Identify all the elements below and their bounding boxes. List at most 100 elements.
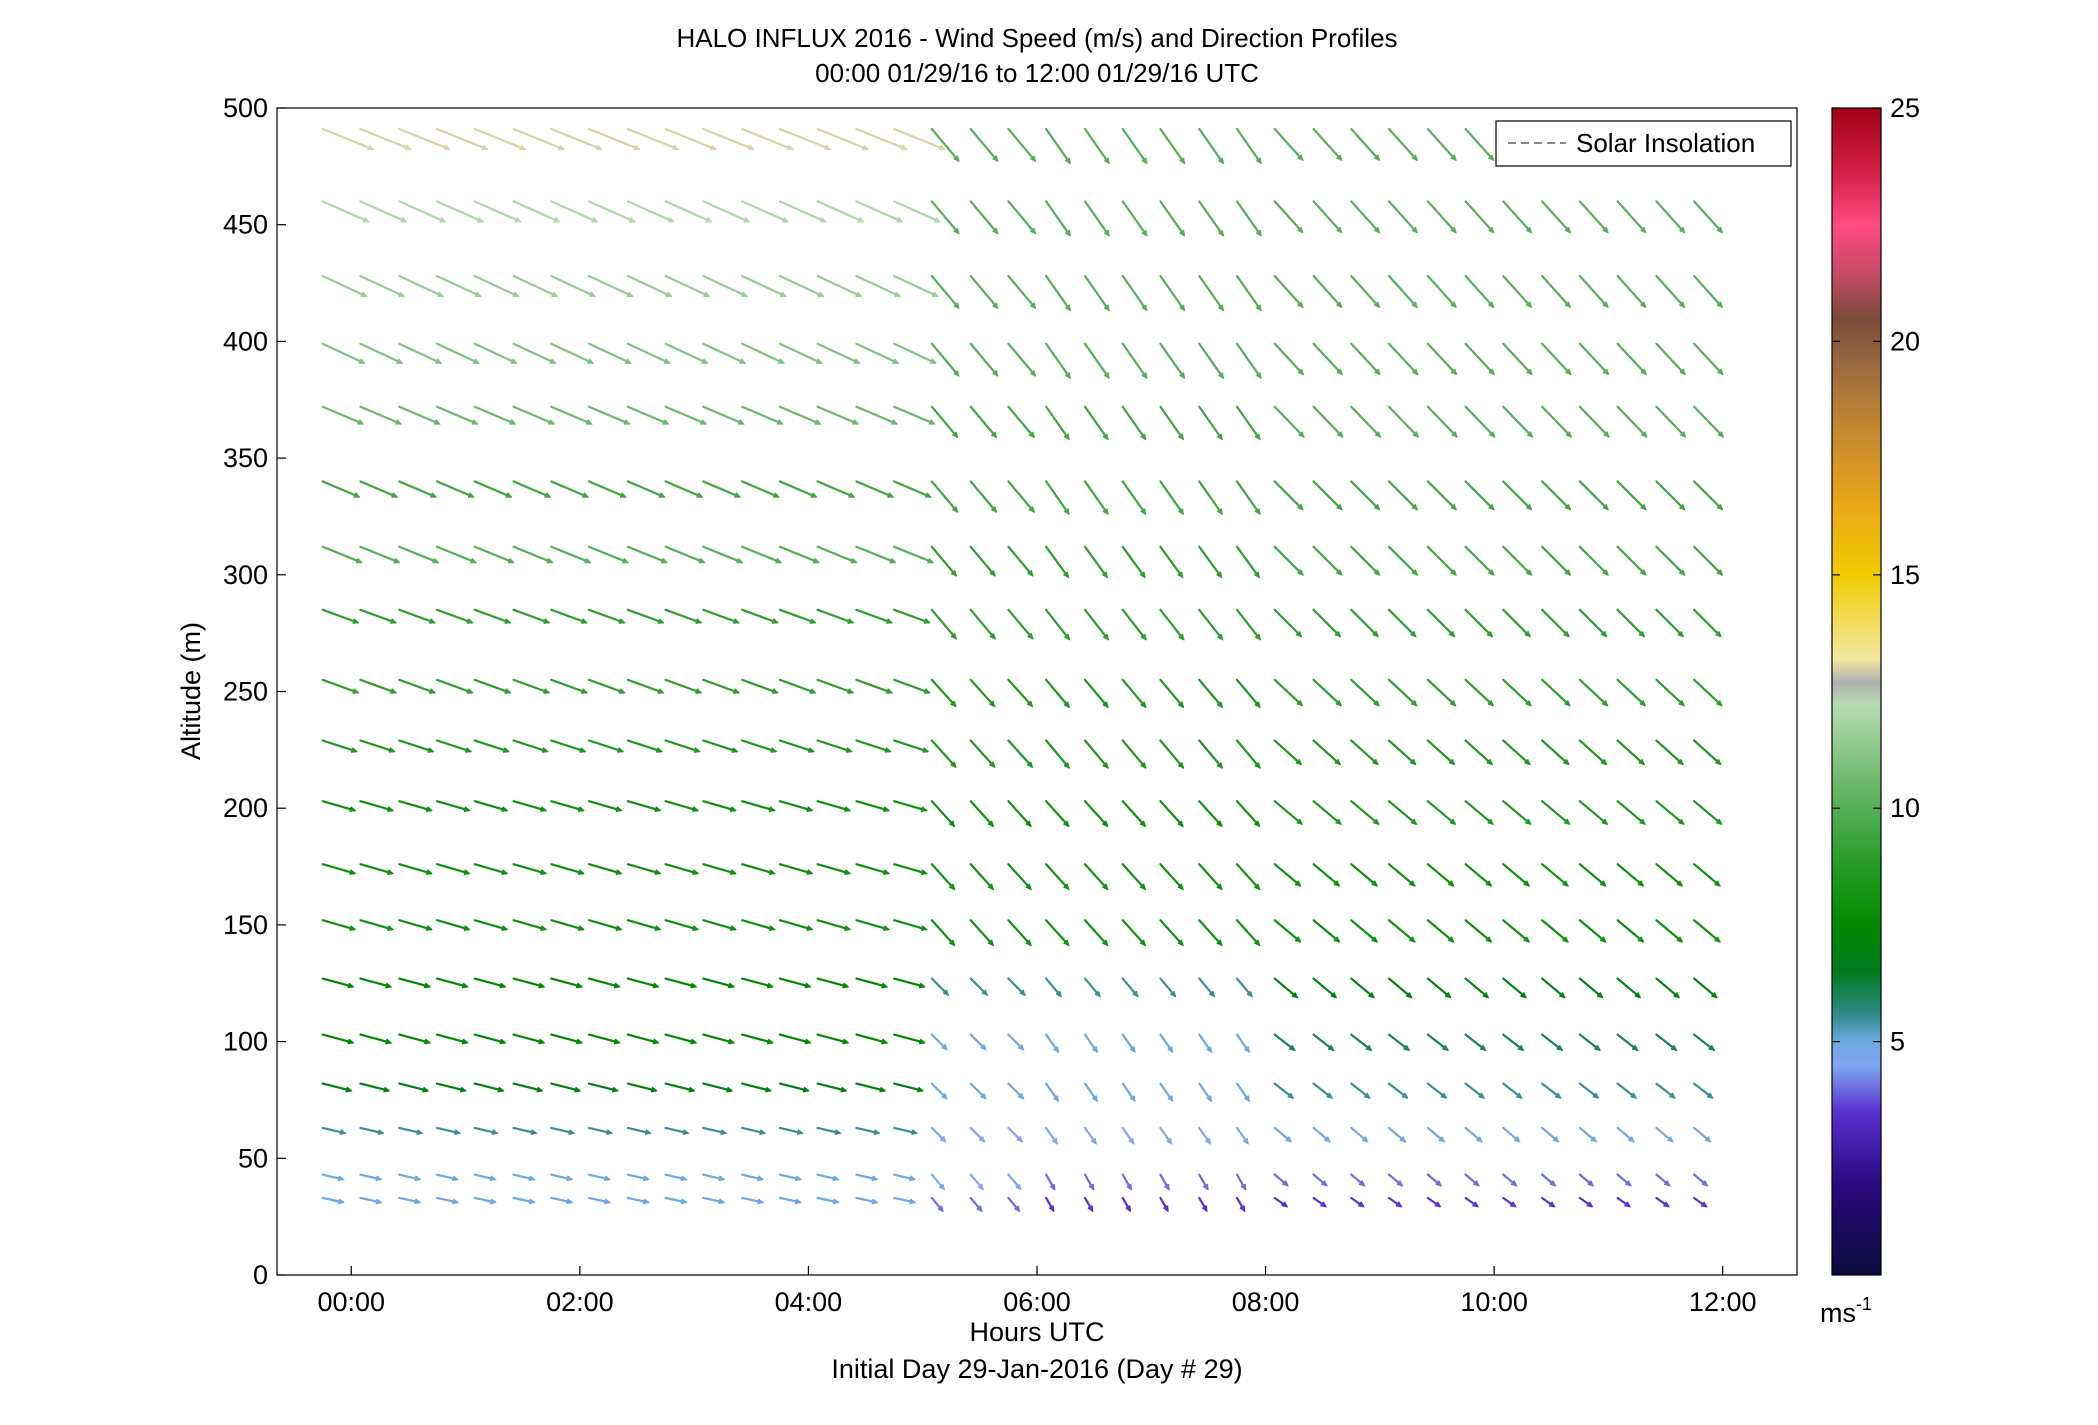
wind-vector	[778, 608, 817, 624]
wind-vector	[321, 200, 370, 223]
wind-vector	[321, 405, 365, 425]
wind-vector	[855, 127, 908, 151]
wind-vector	[1312, 545, 1343, 576]
wind-vector	[550, 678, 589, 694]
wind-vector	[1083, 678, 1109, 709]
wind-vector	[1121, 342, 1148, 380]
wind-vector	[969, 1082, 987, 1100]
wind-vector	[1541, 545, 1572, 576]
wind-vector	[1045, 545, 1070, 579]
wind-vector	[702, 800, 737, 813]
wind-vector	[1045, 1033, 1060, 1054]
wind-vector	[626, 200, 675, 223]
wind-vector	[1350, 274, 1381, 309]
wind-vector	[1273, 1126, 1293, 1143]
wind-vector	[398, 678, 437, 694]
wind-vector	[321, 863, 357, 876]
wind-vector	[1541, 1033, 1564, 1052]
wind-vector	[1426, 608, 1456, 638]
chart-subtitle: 00:00 01/29/16 to 12:00 01/29/16 UTC	[815, 58, 1259, 88]
wind-vector	[512, 739, 549, 753]
y-tick-label: 0	[253, 1260, 268, 1290]
wind-vector	[816, 1126, 842, 1136]
wind-vector	[321, 545, 363, 564]
wind-vector	[930, 127, 960, 163]
wind-vector	[1616, 274, 1647, 309]
wind-vector	[893, 919, 928, 932]
wind-vector	[816, 127, 870, 151]
wind-vector	[969, 545, 996, 577]
wind-vector	[855, 800, 891, 813]
wind-vector	[1045, 919, 1070, 947]
wind-vector	[435, 1173, 460, 1182]
wind-vector	[1273, 274, 1304, 309]
wind-vector	[1007, 1126, 1023, 1143]
wind-vector	[1655, 1033, 1678, 1052]
wind-vector	[1387, 405, 1420, 438]
wind-vector	[1121, 608, 1147, 641]
wind-vector	[1464, 977, 1490, 999]
wind-vector	[778, 1196, 803, 1205]
wind-vector	[550, 127, 603, 151]
wind-vector	[359, 977, 393, 989]
wind-vector	[778, 545, 820, 564]
wind-vectors	[321, 127, 1725, 1213]
wind-vector	[1121, 800, 1147, 828]
wind-vector	[626, 127, 680, 151]
wind-vector	[1121, 405, 1147, 441]
wind-vector	[816, 480, 856, 498]
wind-vector	[1387, 608, 1417, 638]
wind-vector	[587, 342, 632, 364]
wind-vector	[435, 480, 475, 498]
wind-vector	[1159, 608, 1185, 641]
wind-vector	[587, 480, 627, 498]
wind-vector	[1007, 608, 1034, 640]
wind-vector	[778, 1126, 804, 1136]
wind-vector	[855, 739, 892, 753]
wind-vector	[512, 1173, 536, 1182]
wind-vector	[1655, 1082, 1676, 1099]
wind-vector	[1083, 800, 1109, 828]
wind-vector	[1655, 1196, 1670, 1208]
wind-vector	[930, 405, 959, 439]
wind-vector	[1235, 739, 1261, 769]
y-tick-label: 300	[223, 560, 268, 590]
wind-vector	[587, 863, 623, 876]
wind-vector	[1350, 1196, 1365, 1208]
wind-vector	[1693, 739, 1722, 766]
wind-vector	[1235, 863, 1261, 891]
wind-vector	[435, 1082, 467, 1093]
wind-vector	[359, 863, 395, 876]
wind-vector	[550, 919, 585, 932]
wind-vector	[1083, 480, 1109, 516]
wind-vector	[1464, 919, 1493, 943]
wind-vector	[398, 608, 437, 624]
wind-vector	[1198, 405, 1223, 441]
wind-vector	[855, 1126, 881, 1136]
y-tick-label: 500	[223, 93, 268, 123]
wind-vector	[1502, 977, 1527, 999]
wind-vector	[1693, 545, 1724, 576]
wind-vector	[1350, 800, 1380, 826]
wind-vector	[855, 1173, 879, 1182]
wind-vector	[1655, 342, 1686, 376]
wind-vector	[1578, 342, 1610, 376]
wind-vector	[512, 274, 559, 298]
wind-vector	[1387, 342, 1419, 376]
wind-vector	[398, 342, 443, 364]
y-tick-label: 250	[223, 677, 268, 707]
wind-vector	[855, 863, 891, 876]
wind-vector	[1578, 919, 1607, 943]
wind-vector	[1159, 919, 1184, 947]
wind-vector	[893, 1173, 917, 1182]
wind-vector	[1616, 1196, 1632, 1208]
wind-vector	[512, 919, 548, 932]
wind-vector	[1312, 608, 1342, 638]
wind-vector	[1578, 1082, 1600, 1099]
wind-vector	[1350, 739, 1379, 766]
wind-vector	[741, 545, 783, 564]
wind-vector	[1235, 480, 1261, 516]
wind-vector	[1616, 739, 1646, 766]
wind-vector	[1464, 1173, 1480, 1187]
wind-vector	[930, 919, 956, 947]
